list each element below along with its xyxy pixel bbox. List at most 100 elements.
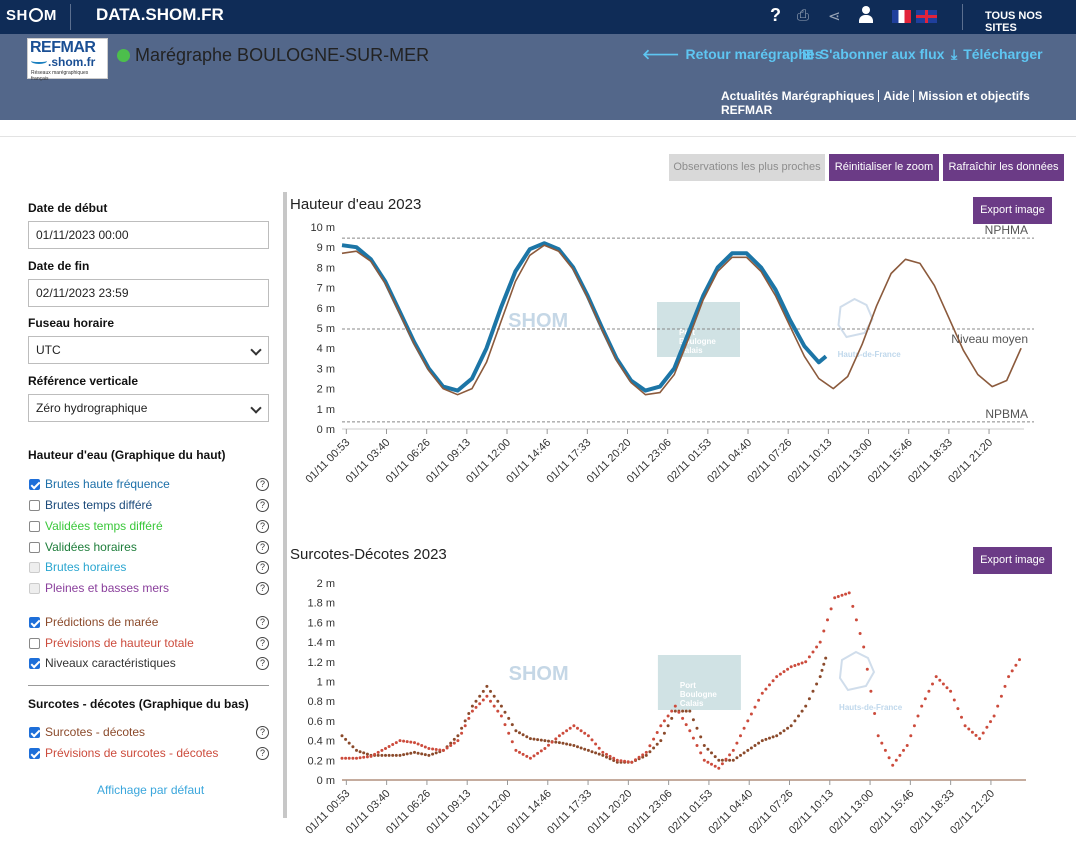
water-checkbox-2[interactable] [29, 521, 40, 532]
help-circle-icon[interactable]: ? [256, 726, 269, 739]
data-point [757, 698, 761, 702]
vertical-ref-select[interactable]: Zéro hydrographique [28, 394, 269, 422]
subscribe-link[interactable]: ⊞ S'abonner aux flux [802, 46, 944, 63]
surge-checkbox-1[interactable] [29, 748, 40, 759]
nearest-observations-button[interactable]: Observations les plus proches [669, 154, 825, 181]
water-option-label[interactable]: Brutes horaires [45, 560, 127, 574]
help-circle-icon[interactable]: ? [256, 582, 269, 595]
data-point [717, 766, 721, 770]
data-point [525, 754, 529, 758]
data-point [413, 750, 416, 754]
data-point [594, 742, 598, 746]
site-title[interactable]: DATA.SHOM.FR [96, 5, 224, 24]
data-point [561, 741, 565, 745]
panel-resize-handle[interactable] [283, 192, 287, 818]
water-option-label[interactable]: Brutes haute fréquence [45, 477, 170, 491]
reset-zoom-button[interactable]: Réinitialiser le zoom [829, 154, 939, 181]
water-checkbox-4[interactable] [29, 562, 40, 573]
help-circle-icon[interactable]: ? [256, 478, 269, 491]
water-checkbox-1[interactable] [29, 500, 40, 511]
data-point [586, 734, 590, 738]
help-circle-icon[interactable]: ? [256, 616, 269, 629]
data-point [499, 704, 503, 708]
data-point [612, 759, 616, 762]
news-link[interactable]: Actualités Marégraphiques [721, 89, 875, 103]
help-link[interactable]: Aide [883, 89, 910, 103]
shom-logo[interactable]: SH M [6, 7, 57, 24]
watermark-port-city2: Calais [680, 699, 704, 708]
start-date-label: Date de début [28, 201, 108, 215]
water-option-label[interactable]: Brutes temps différé [45, 498, 153, 512]
share-icon[interactable]: ⋖ [828, 8, 841, 25]
data-point [818, 675, 822, 679]
default-view-link[interactable]: Affichage par défaut [97, 783, 205, 797]
data-point [807, 697, 811, 701]
data-point [797, 662, 800, 666]
y-tick-label: 0.2 m [307, 755, 335, 767]
water-option-label[interactable]: Prévisions de hauteur totale [45, 636, 194, 650]
end-date-input[interactable]: 02/11/2023 23:59 [28, 279, 269, 307]
surge-option-label[interactable]: Surcotes - décotes [45, 725, 146, 739]
export-image-button[interactable]: Export image [973, 197, 1052, 224]
flag-uk-icon[interactable] [916, 10, 937, 23]
data-point [782, 729, 786, 733]
download-link[interactable]: ⤓ Télécharger [951, 46, 1043, 63]
back-to-gauges-link[interactable]: 🡐 Retour marégraphes [642, 46, 822, 63]
help-circle-icon[interactable]: ? [256, 520, 269, 533]
refresh-data-button[interactable]: Rafraîchir les données [943, 154, 1064, 181]
data-point [434, 748, 438, 751]
surge-checkbox-0[interactable] [29, 727, 40, 738]
water-checkbox-6[interactable] [29, 617, 40, 628]
help-circle-icon[interactable]: ? [256, 499, 269, 512]
help-circle-icon[interactable]: ? [256, 747, 269, 760]
water-checkbox-8[interactable] [29, 658, 40, 669]
water-checkbox-5[interactable] [29, 583, 40, 594]
help-icon[interactable]: ? [770, 5, 781, 25]
surge-option-label[interactable]: Prévisions de surcotes - décotes [45, 746, 219, 760]
help-circle-icon[interactable]: ? [256, 657, 269, 670]
timezone-select[interactable]: UTC [28, 336, 269, 364]
data-point [449, 744, 453, 747]
data-point [391, 743, 395, 746]
water-checkbox-0[interactable] [29, 479, 40, 490]
data-point [873, 712, 877, 715]
water-option-label[interactable]: Pleines et basses mers [45, 581, 170, 595]
help-circle-icon[interactable]: ? [256, 541, 269, 554]
refmar-logo[interactable]: REFMAR .shom.fr Réseaux marégraphiques f… [27, 38, 108, 82]
data-point [695, 726, 699, 730]
water-checkbox-3[interactable] [29, 542, 40, 553]
flag-fr-icon[interactable] [892, 10, 911, 23]
chevron-down-icon [250, 344, 262, 356]
export-image-button[interactable]: Export image [973, 547, 1052, 574]
help-circle-icon[interactable]: ? [256, 637, 269, 650]
refmar-logo-tagline: Réseaux marégraphiques français [31, 70, 89, 82]
help-circle-icon[interactable]: ? [256, 561, 269, 574]
data-point [1018, 658, 1021, 662]
water-option-label[interactable]: Validées horaires [45, 540, 137, 554]
water-option-label[interactable]: Niveaux caractéristiques [45, 656, 176, 670]
data-point [427, 753, 431, 757]
water-option-label[interactable]: Prédictions de marée [45, 615, 159, 629]
data-point [384, 753, 387, 757]
data-point [869, 689, 873, 693]
data-point [612, 756, 616, 760]
data-point [351, 745, 355, 749]
mission-link[interactable]: Mission et objectifs REFMAR [721, 89, 1030, 117]
data-point [387, 753, 391, 757]
status-dot-icon [117, 49, 130, 62]
data-point [561, 731, 565, 735]
data-point [956, 707, 960, 711]
start-date-input[interactable]: 01/11/2023 00:00 [28, 221, 269, 249]
logo-text-left: SH [6, 7, 28, 24]
y-tick-label: 1.8 m [307, 598, 335, 610]
data-point [347, 756, 351, 760]
water-checkbox-7[interactable] [29, 638, 40, 649]
user-icon[interactable] [858, 6, 874, 24]
data-point [394, 741, 398, 745]
y-tick-label: 1.2 m [307, 657, 335, 669]
all-sites-link[interactable]: TOUS NOS SITES [985, 10, 1043, 34]
print-icon[interactable]: ⎙ [797, 7, 810, 24]
water-option-label[interactable]: Validées temps différé [45, 519, 163, 533]
